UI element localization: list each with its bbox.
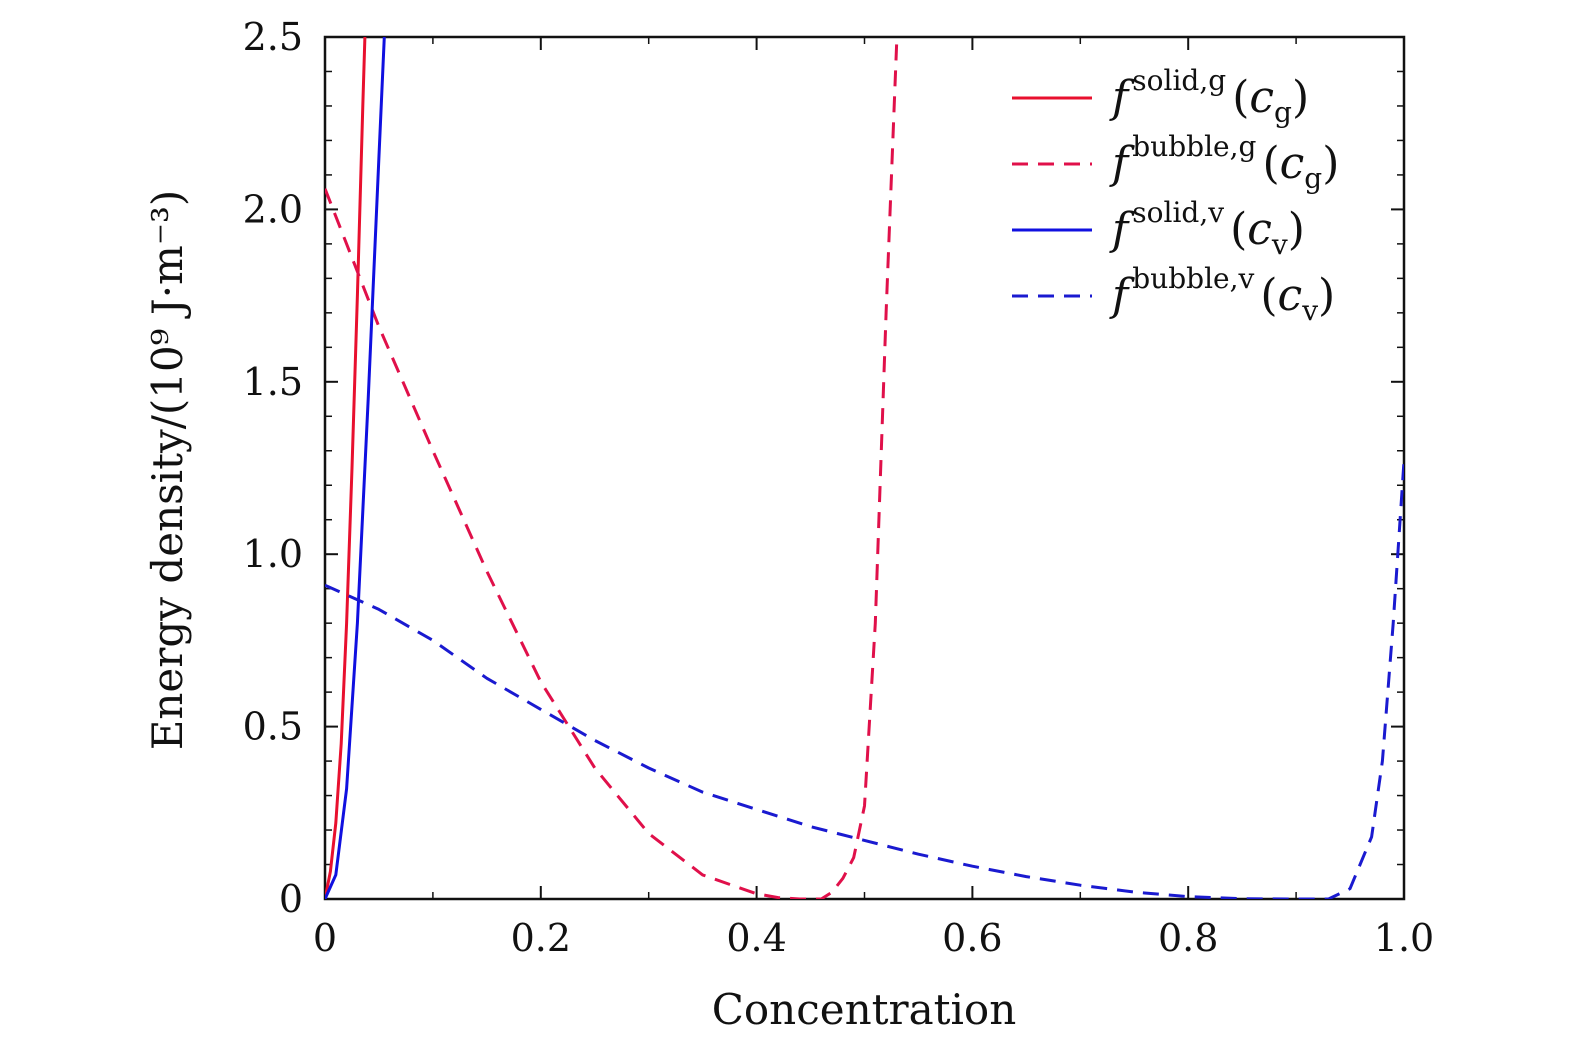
legend-c: c — [1278, 270, 1303, 321]
legend-subscript: v — [1271, 228, 1288, 261]
y-tick-label: 2.0 — [243, 187, 303, 231]
legend-label-solid-g: f solid,g (cg) — [1109, 64, 1309, 129]
series-line-solid-g — [325, 37, 367, 899]
x-tick-label: 1.0 — [1374, 916, 1434, 960]
y-tick-label: 0.5 — [243, 705, 303, 749]
series-lines — [325, 37, 1404, 899]
series-line-bubble-v — [325, 461, 1404, 899]
x-tick-label: 0.4 — [726, 916, 786, 960]
legend-label-solid-v: f solid,v (cv) — [1109, 196, 1305, 261]
legend-superscript: bubble,g — [1132, 130, 1256, 163]
x-tick-label: 0.6 — [942, 916, 1002, 960]
x-tick-label: 0.8 — [1158, 916, 1218, 960]
legend-c: c — [1247, 204, 1272, 255]
legend-superscript: bubble,v — [1132, 262, 1254, 295]
legend-label-bubble-g: f bubble,g (cg) — [1109, 130, 1339, 195]
legend: f solid,g (cg)f bubble,g (cg)f solid,v (cv)f bu… — [1012, 64, 1339, 327]
legend-f: f — [1109, 72, 1135, 123]
legend-subscript: g — [1304, 162, 1322, 195]
y-tick-label: 2.5 — [243, 15, 303, 59]
legend-subscript: g — [1274, 96, 1292, 129]
y-tick-label: 0 — [279, 877, 303, 921]
legend-paren-open: ( — [1262, 138, 1279, 189]
legend-paren-close: ) — [1292, 72, 1309, 123]
axis-ticks — [324, 36, 1405, 900]
x-tick-label: 0.2 — [511, 916, 571, 960]
series-line-solid-v — [325, 37, 386, 899]
y-axis-title: Energy density/(10⁹ J·m⁻³) — [143, 190, 192, 751]
plot-frame — [323, 35, 1406, 901]
legend-f: f — [1109, 138, 1135, 189]
legend-paren-open: ( — [1260, 270, 1277, 321]
legend-subscript: v — [1301, 294, 1318, 327]
legend-c: c — [1249, 72, 1274, 123]
legend-f: f — [1109, 270, 1135, 321]
y-tick-label: 1.0 — [243, 532, 303, 576]
legend-paren-close: ) — [1288, 204, 1305, 255]
x-tick-label: 0 — [313, 916, 337, 960]
legend-paren-open: ( — [1230, 204, 1247, 255]
axis-tick-labels: 0 0.2 0.4 0.6 0.8 1.0 0 0.5 1.0 1.5 2.0 2.5 — [243, 15, 1435, 960]
y-tick-label: 1.5 — [243, 360, 303, 404]
legend-superscript: solid,v — [1132, 196, 1224, 229]
legend-paren-close: ) — [1322, 138, 1339, 189]
legend-superscript: solid,g — [1132, 64, 1226, 97]
legend-label-bubble-v: f bubble,v (cv) — [1109, 262, 1335, 327]
legend-paren-open: ( — [1232, 72, 1249, 123]
x-axis-title: Concentration — [712, 985, 1017, 1034]
legend-paren-close: ) — [1318, 270, 1335, 321]
legend-c: c — [1280, 138, 1305, 189]
legend-f: f — [1109, 204, 1135, 255]
series-line-bubble-g — [325, 37, 899, 899]
